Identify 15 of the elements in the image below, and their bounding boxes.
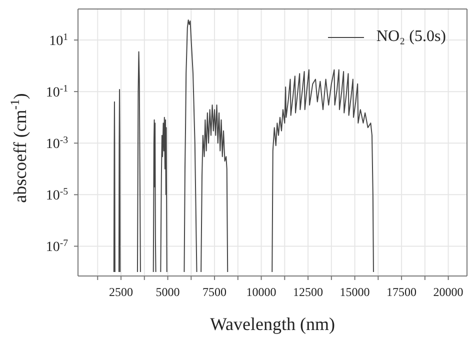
legend-label: NO₂ (5.0s): [376, 28, 446, 46]
x-tick-label: 17500: [386, 285, 417, 299]
x-tick-label: 15000: [340, 285, 370, 299]
x-tick-label: 20000: [433, 285, 464, 299]
x-axis-title: Wavelength (nm): [210, 314, 336, 334]
y-tick-label: 10$^{1}$: [49, 32, 68, 50]
y-tick-label: 10$^{-1}$: [46, 83, 68, 101]
x-tick-label: 12500: [293, 285, 324, 299]
y-tick-label: 10$^{-3}$: [46, 134, 68, 152]
y-tick-label: 10$^{-5}$: [46, 186, 68, 204]
x-tick-label: 7500: [202, 285, 227, 299]
x-tick-label: 5000: [156, 285, 180, 299]
x-tick-label: 2500: [109, 285, 134, 299]
y-tick-label: 10$^{-7}$: [46, 238, 68, 256]
x-tick-label: 10000: [246, 285, 276, 299]
